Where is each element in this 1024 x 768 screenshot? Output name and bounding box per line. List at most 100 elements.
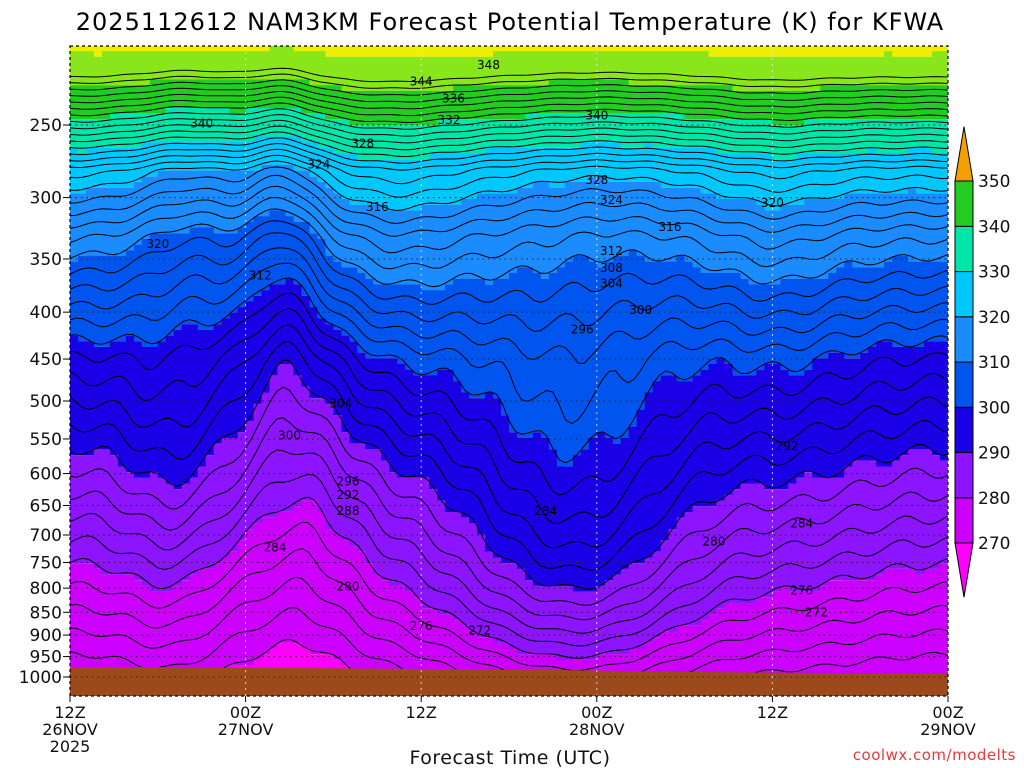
band-cell <box>588 142 598 177</box>
band-cell <box>229 51 239 80</box>
band-cell <box>756 119 765 154</box>
band-cell <box>101 119 111 148</box>
colorbar-segment <box>954 361 974 408</box>
band-cell <box>453 512 462 621</box>
band-cell <box>269 108 279 137</box>
band-cell <box>157 46 167 52</box>
band-cell <box>317 46 326 52</box>
band-cell <box>564 79 574 114</box>
band-cell <box>405 369 414 478</box>
band-cell <box>101 85 111 120</box>
band-cell <box>788 204 797 279</box>
contour-label: 328 <box>351 137 374 151</box>
band-cell <box>908 147 917 188</box>
band-cell <box>525 51 534 86</box>
band-cell <box>189 79 199 108</box>
band-cell <box>756 46 765 57</box>
band-cell <box>181 580 191 696</box>
band-cell <box>181 324 191 484</box>
band-cell <box>221 51 231 80</box>
band-cell <box>684 85 694 120</box>
colorbar-label: 310 <box>978 353 1010 373</box>
x-tick-label: 00Z <box>932 703 963 722</box>
band-cell <box>125 472 135 575</box>
band-cell <box>572 79 582 114</box>
contour-label: 340 <box>190 116 213 130</box>
band-cell <box>157 113 167 143</box>
band-cell <box>932 261 941 342</box>
band-cell <box>149 51 159 80</box>
band-cell <box>532 182 542 273</box>
band-cell <box>708 119 718 148</box>
band-cell <box>924 261 933 342</box>
band-cell <box>117 51 127 86</box>
band-cell <box>852 580 861 696</box>
contour-label: 296 <box>337 475 360 489</box>
band-cell <box>461 517 470 626</box>
band-cell <box>612 51 622 80</box>
band-cell <box>525 438 534 581</box>
colorbar: 270 280 290 300 310 320 330 340 350 <box>954 126 1010 598</box>
band-cell <box>413 46 422 57</box>
band-cell <box>253 403 263 524</box>
band-cell <box>133 244 143 342</box>
band-cell <box>532 273 542 433</box>
band-cell <box>349 443 358 547</box>
band-cell <box>205 170 215 228</box>
band-cell <box>884 85 893 120</box>
band-cell <box>940 119 948 154</box>
band-cell <box>461 85 470 120</box>
band-cell <box>740 278 750 376</box>
band-cell <box>109 46 119 52</box>
band-cell <box>924 341 933 450</box>
band-cell <box>237 227 247 308</box>
band-cell <box>189 324 199 478</box>
band-cell <box>405 125 414 160</box>
contour-310 <box>70 208 948 288</box>
colorbar-label: 330 <box>978 263 1010 283</box>
contour-label: 316 <box>659 220 682 234</box>
band-cell <box>341 119 350 154</box>
band-cell <box>469 631 478 696</box>
band-cell <box>485 284 494 393</box>
band-cell <box>820 85 829 120</box>
band-cell <box>588 46 598 52</box>
band-cell <box>676 147 686 188</box>
band-cell <box>165 79 175 108</box>
contour-label: 320 <box>761 196 784 210</box>
band-cell <box>556 79 566 114</box>
band-cell <box>684 147 694 188</box>
band-cell <box>301 51 311 80</box>
band-cell <box>261 216 271 291</box>
band-cell <box>421 375 430 478</box>
contour-label: 320 <box>146 237 169 251</box>
band-cell <box>117 255 127 342</box>
band-cell <box>405 56 414 91</box>
band-cell <box>349 125 358 154</box>
band-cell <box>700 506 710 621</box>
band-cell <box>876 267 885 342</box>
band-cell <box>525 113 534 148</box>
band-cell <box>828 580 837 696</box>
contour-282 <box>70 473 948 647</box>
band-cell <box>708 364 718 507</box>
band-cell <box>724 153 734 199</box>
band-cell <box>620 255 630 438</box>
colorbar-segment <box>954 271 974 318</box>
band-cell <box>221 79 231 108</box>
band-cell <box>149 347 159 473</box>
band-cell <box>469 153 478 199</box>
band-cell <box>940 153 948 194</box>
band-cell <box>86 255 95 342</box>
band-cell <box>253 79 263 108</box>
band-cell <box>341 540 350 666</box>
band-cell <box>78 193 87 256</box>
band-cell <box>317 51 326 86</box>
band-cell <box>740 119 750 154</box>
band-cell <box>501 415 510 564</box>
band-cell <box>900 568 909 696</box>
band-cell <box>780 369 789 490</box>
band-cell <box>764 119 773 154</box>
y-tick-label: 800 <box>30 579 62 599</box>
y-tick-label: 350 <box>30 250 62 270</box>
